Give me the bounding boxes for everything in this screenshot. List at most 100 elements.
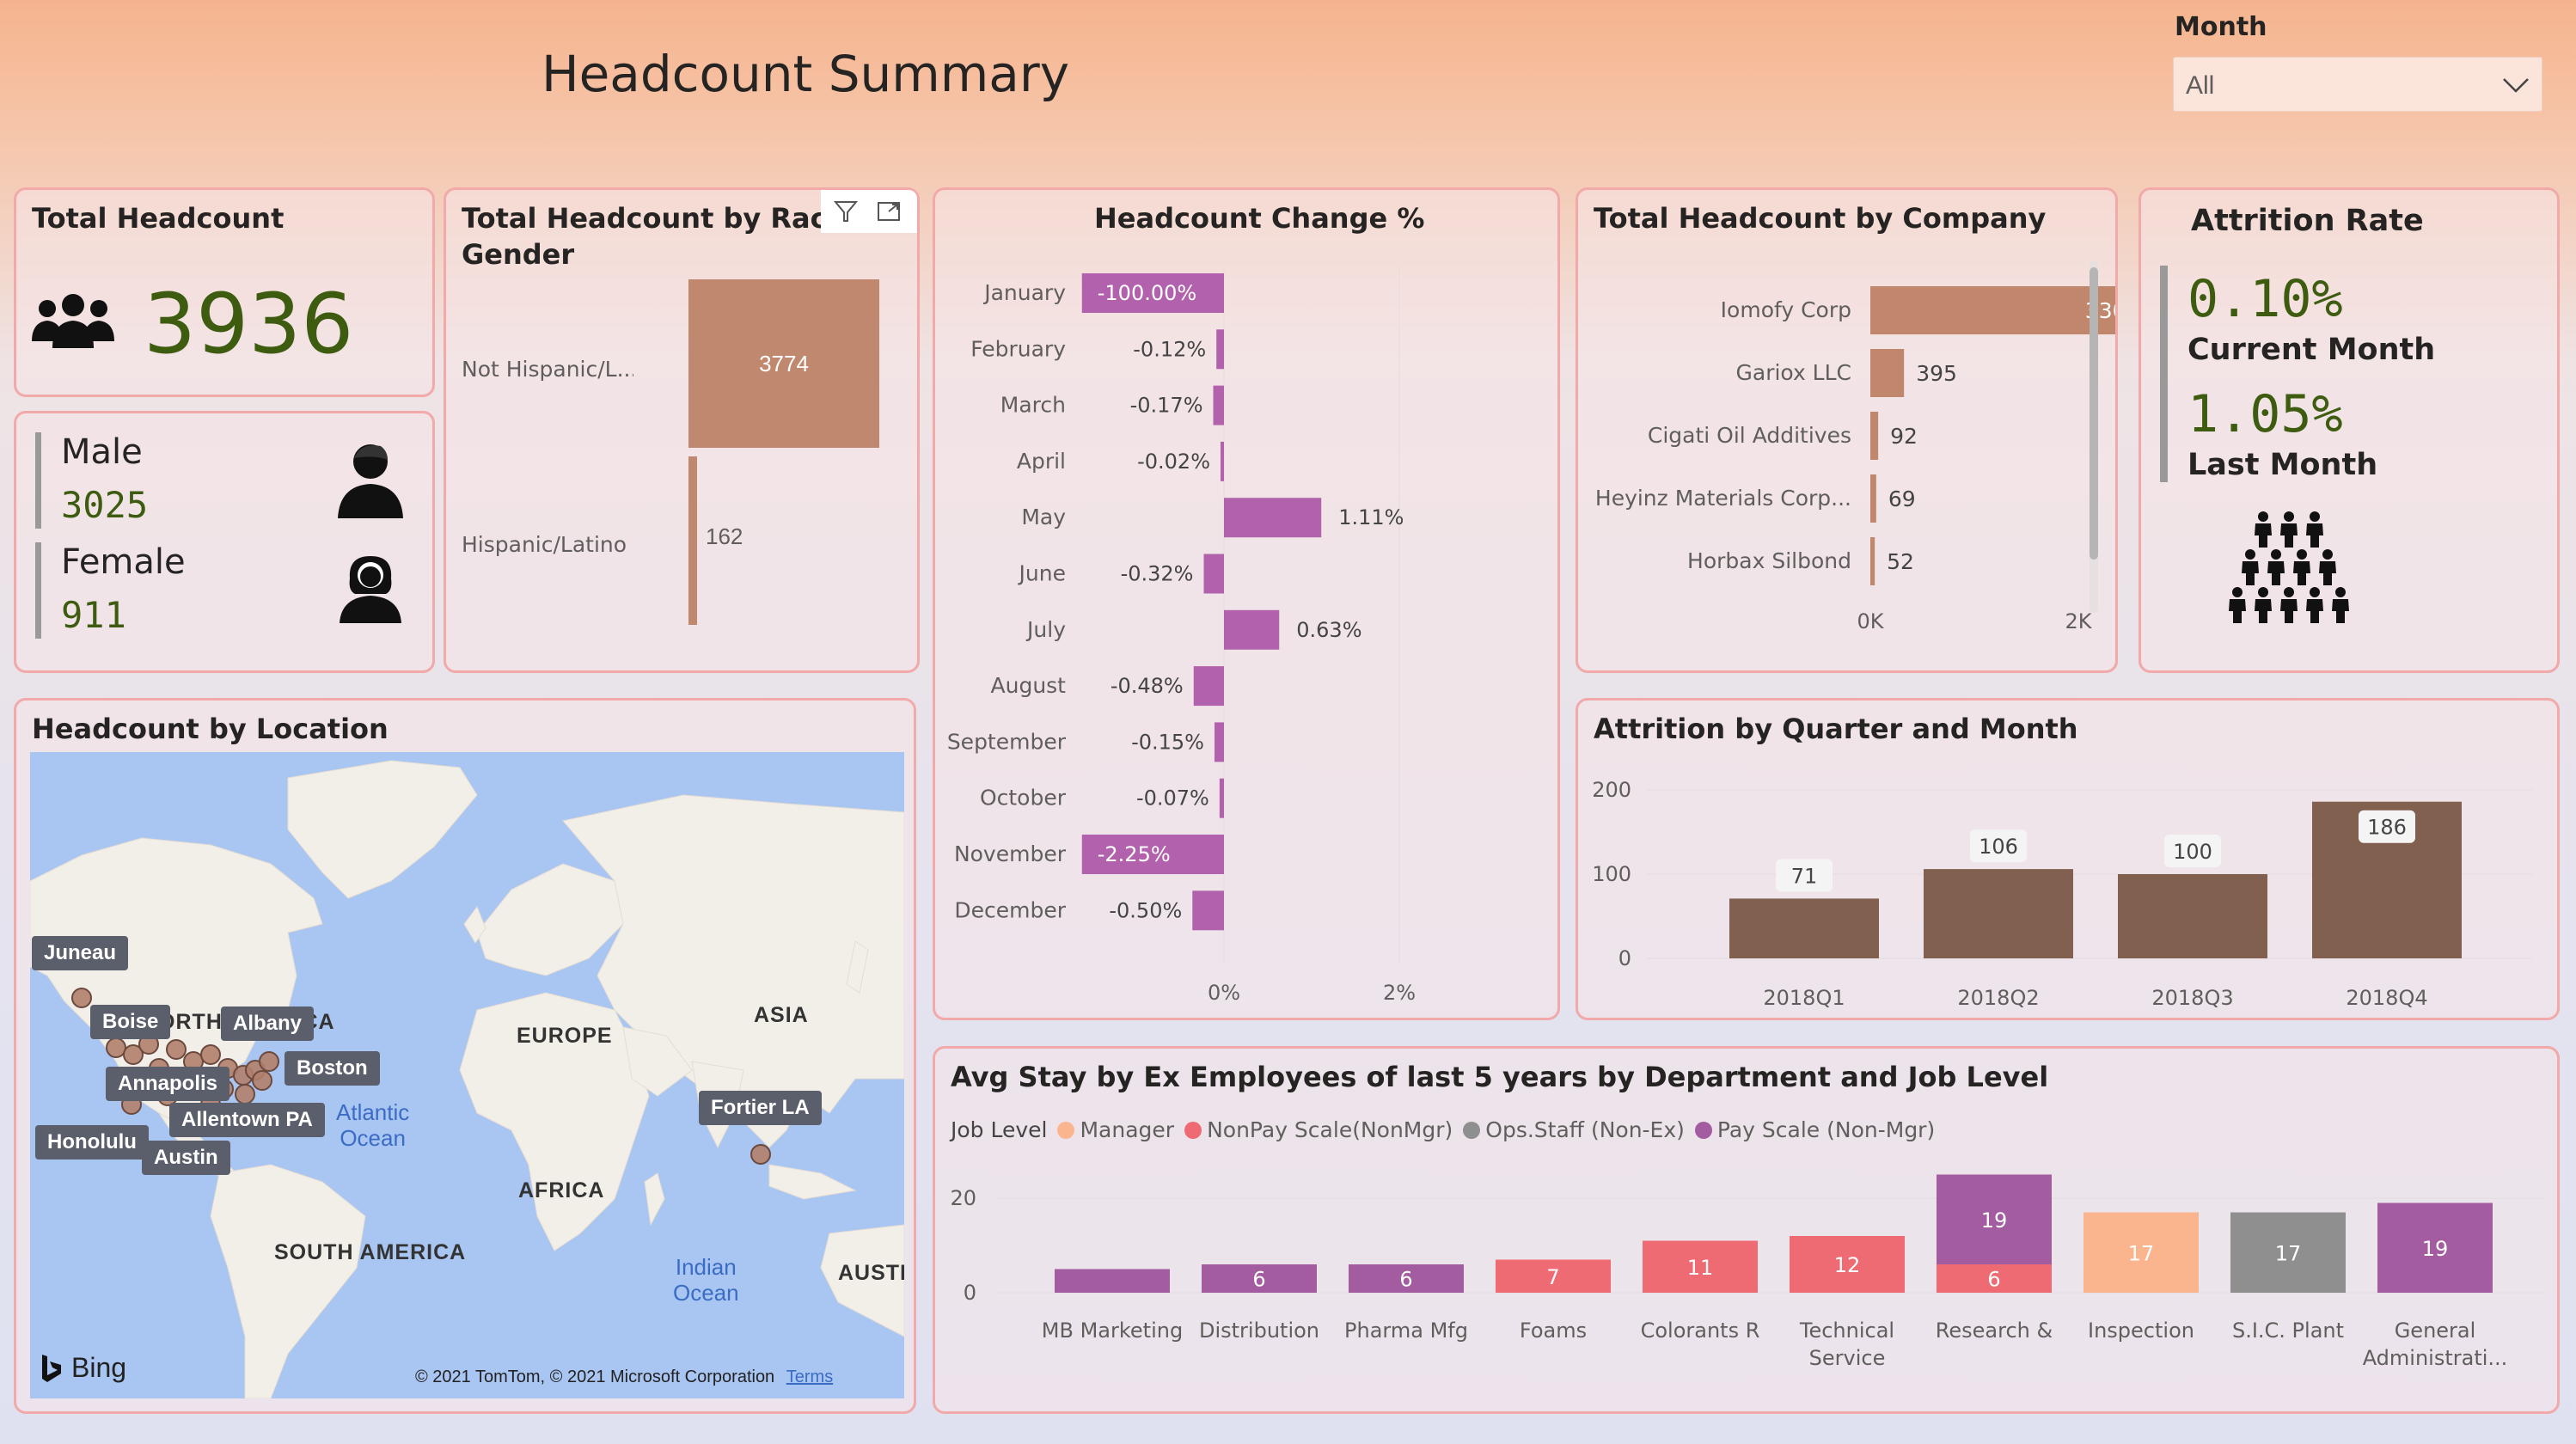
male-accent-bar bbox=[35, 432, 41, 529]
x-tick-label: Technical bbox=[1799, 1319, 1894, 1343]
gender-card: Male 3025 Female 911 bbox=[14, 411, 435, 673]
city-tag[interactable]: Boston bbox=[285, 1051, 380, 1086]
person-body bbox=[2229, 599, 2246, 623]
race-gender-card: Total Headcount by Race and Gender Not H… bbox=[444, 187, 920, 673]
race-gender-title: Total Headcount by Race and bbox=[462, 202, 840, 235]
city-tag[interactable]: Austin bbox=[142, 1141, 230, 1175]
race-bar-value: 3774 bbox=[759, 350, 809, 376]
company-scrollbar-thumb[interactable] bbox=[2090, 267, 2098, 560]
city-tag[interactable]: Honolulu bbox=[35, 1125, 149, 1159]
company-bar-value: 69 bbox=[1888, 486, 1916, 511]
bing-map[interactable]: NORTH AMERICA EUROPE ASIA AFRICA SOUTH A… bbox=[30, 752, 904, 1398]
legend-item[interactable]: Manager bbox=[1057, 1117, 1174, 1142]
month-label: April bbox=[1017, 449, 1066, 474]
bing-label: Bing bbox=[71, 1352, 127, 1383]
month-label: October bbox=[980, 786, 1067, 811]
ocean-label-line: Ocean bbox=[340, 1125, 406, 1151]
city-tag[interactable]: Fortier LA bbox=[699, 1091, 822, 1125]
continent-label: ASIA bbox=[754, 1003, 809, 1027]
month-dropdown-value: All bbox=[2186, 71, 2215, 100]
change-bar-value: -0.07% bbox=[1136, 786, 1209, 811]
legend-dot-icon bbox=[1694, 1121, 1712, 1139]
avg-stay-bar-value: 17 bbox=[2128, 1241, 2155, 1265]
race-bar[interactable]: 3774 bbox=[688, 279, 879, 448]
female-icon bbox=[340, 556, 401, 623]
male-label: Male bbox=[61, 432, 143, 472]
change-bar-value: -0.17% bbox=[1130, 394, 1203, 418]
location-bubble bbox=[235, 1084, 255, 1104]
attrition-current-value: 0.10% bbox=[2187, 269, 2343, 329]
legend-dot-icon bbox=[1184, 1121, 1202, 1139]
location-bubble bbox=[106, 1037, 126, 1058]
legend-label: NonPay Scale(NonMgr) bbox=[1207, 1117, 1453, 1142]
quarter-bar bbox=[2118, 874, 2267, 958]
city-tag[interactable]: Allentown PA bbox=[169, 1103, 325, 1137]
city-tag[interactable]: Albany bbox=[221, 1007, 315, 1041]
quarter-bar-value: 186 bbox=[2367, 816, 2407, 840]
company-bar bbox=[1870, 349, 1905, 397]
avg-stay-bar-segment bbox=[1496, 1259, 1611, 1293]
change-bar bbox=[1081, 273, 1224, 313]
month-label: November bbox=[954, 841, 1067, 866]
y-tick-label: 0 bbox=[964, 1281, 976, 1305]
avg-stay-bar-segment bbox=[1790, 1236, 1905, 1293]
legend-dot-icon bbox=[1057, 1121, 1075, 1139]
attrition-last-value: 1.05% bbox=[2187, 384, 2343, 444]
bing-icon bbox=[42, 1354, 61, 1382]
avg-stay-bar-segment bbox=[1937, 1264, 2052, 1293]
legend-label: Manager bbox=[1080, 1117, 1175, 1142]
quarter-value-box bbox=[2359, 810, 2415, 843]
company-bar bbox=[1870, 286, 2115, 334]
location-map-title: Headcount by Location bbox=[32, 713, 389, 745]
headcount-change-chart: 0% 2% January -100.00% February -0.12% March -0… bbox=[947, 267, 1416, 1005]
race-bar[interactable] bbox=[688, 456, 697, 625]
location-bubble bbox=[166, 1039, 187, 1060]
legend-item[interactable]: Pay Scale (Non-Mgr) bbox=[1694, 1117, 1935, 1142]
ocean-label-line: Ocean bbox=[673, 1280, 739, 1306]
x-tick-label: Research & bbox=[1936, 1319, 2053, 1343]
avg-stay-bar-value: 11 bbox=[1687, 1256, 1714, 1280]
filter-icon[interactable] bbox=[833, 199, 859, 224]
company-bar bbox=[1870, 537, 1875, 585]
company-scrollbar[interactable] bbox=[2090, 260, 2098, 613]
change-bar bbox=[1219, 778, 1224, 818]
city-tag[interactable]: Annapolis bbox=[106, 1067, 230, 1101]
avg-stay-chart: 20 0 MB Marketing 6 Distribution 6 Pharma Mfg 7… bbox=[950, 1174, 2542, 1370]
company-label: Horbax Silbond bbox=[1687, 548, 1851, 573]
avg-stay-bar-value: 6 bbox=[1399, 1268, 1412, 1292]
person-head bbox=[2258, 511, 2268, 522]
person-head bbox=[2335, 587, 2346, 597]
company-bar-value: 92 bbox=[1890, 424, 1918, 449]
total-headcount-title: Total Headcount bbox=[32, 202, 285, 235]
legend-item[interactable]: Ops.Staff (Non-Ex) bbox=[1463, 1117, 1685, 1142]
person-body bbox=[2306, 523, 2323, 548]
map-terms-link[interactable]: Terms bbox=[786, 1368, 834, 1386]
x-tick-label: 2018Q4 bbox=[2346, 986, 2427, 1010]
person-body bbox=[2280, 523, 2298, 548]
attrition-last-label: Last Month bbox=[2187, 448, 2378, 482]
avg-stay-title: Avg Stay by Ex Employees of last 5 years… bbox=[951, 1061, 2049, 1093]
focus-mode-icon[interactable] bbox=[876, 199, 902, 224]
change-bar-value: -100.00% bbox=[1098, 281, 1196, 305]
continent-label: AFRICA bbox=[518, 1178, 605, 1202]
x-tick-label: 2018Q1 bbox=[1763, 986, 1845, 1010]
city-tag[interactable]: Boise bbox=[90, 1005, 171, 1039]
attrition-quarter-card: Attrition by Quarter and Month 200 100 0 71… bbox=[1576, 698, 2560, 1020]
continent-label: AUSTR bbox=[838, 1261, 904, 1285]
change-bar-value: -0.50% bbox=[1109, 898, 1182, 922]
company-bar-value: 52 bbox=[1887, 549, 1914, 574]
change-bar-value: -0.02% bbox=[1137, 450, 1210, 474]
x-tick-label: 2% bbox=[1383, 981, 1416, 1005]
attrition-quarter-title: Attrition by Quarter and Month bbox=[1594, 713, 2078, 745]
avg-stay-bar-segment bbox=[2083, 1212, 2199, 1293]
total-headcount-value: 3936 bbox=[144, 276, 354, 372]
month-label: February bbox=[970, 336, 1066, 361]
x-tick-label: 2018Q3 bbox=[2151, 986, 2233, 1010]
ocean-label: Atlantic Ocean bbox=[336, 1099, 409, 1151]
month-dropdown[interactable]: All bbox=[2173, 57, 2542, 112]
person-head bbox=[2310, 587, 2320, 597]
quarter-bar-value: 71 bbox=[1791, 864, 1818, 888]
month-label: July bbox=[1025, 617, 1066, 642]
city-tag[interactable]: Juneau bbox=[32, 936, 129, 970]
legend-item[interactable]: NonPay Scale(NonMgr) bbox=[1184, 1117, 1453, 1142]
